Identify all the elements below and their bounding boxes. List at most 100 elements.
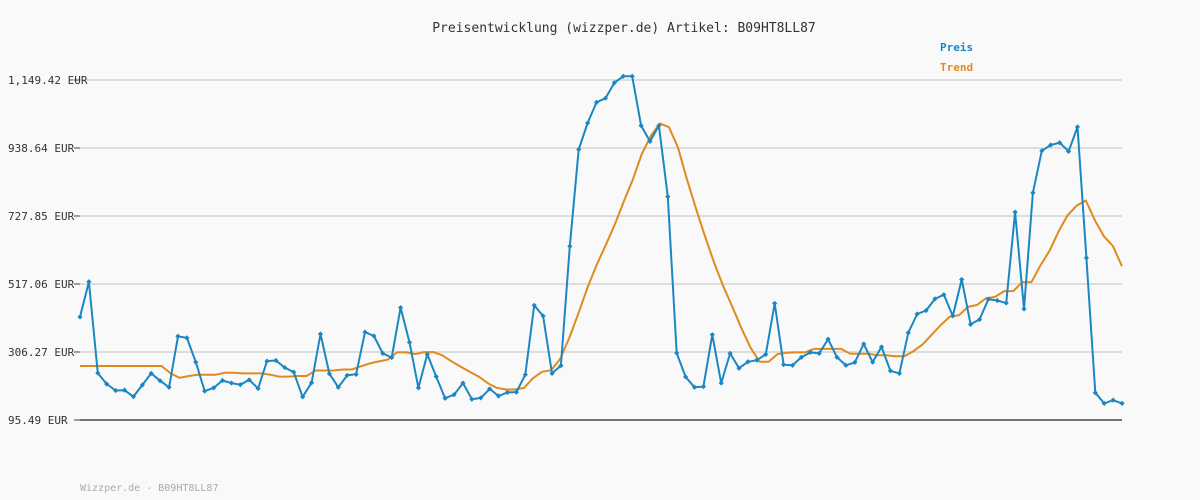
series-preis-point: [950, 313, 956, 319]
series-preis-point: [184, 335, 190, 341]
series-preis-point: [887, 368, 894, 374]
series-preis-point: [469, 396, 475, 402]
series-preis-point: [718, 380, 724, 386]
series-preis-point: [1092, 390, 1098, 396]
series-preis-point: [976, 316, 983, 323]
series-preis-point: [282, 364, 288, 371]
series-preis-point: [638, 123, 644, 129]
series-preis-point: [576, 146, 582, 153]
series-preis-point: [442, 395, 448, 401]
series-preis-point: [255, 385, 261, 392]
series-preis-point: [415, 385, 422, 391]
series-preis-point: [959, 276, 965, 283]
series-preis-point: [905, 330, 911, 336]
series-preis-point: [478, 395, 484, 401]
series-preis-point: [807, 349, 813, 356]
series-preis-point: [210, 385, 217, 391]
series-preis-point: [317, 331, 324, 337]
series-preis-point: [745, 359, 751, 365]
series-preis-point: [985, 296, 992, 302]
series-preis-point: [148, 370, 154, 376]
series-preis-point: [344, 372, 350, 378]
series-preis-point: [941, 292, 947, 298]
series-preis-line: [79, 75, 1123, 405]
series-preis-point: [175, 333, 181, 339]
series-preis-point: [495, 393, 502, 399]
y-grid: [80, 79, 1122, 353]
series-preis-point: [121, 387, 128, 393]
series-preis-point: [602, 95, 609, 101]
legend-entry-trend: Trend: [940, 61, 973, 74]
series-preis-point: [1048, 142, 1054, 148]
y-tick-label: 517.06 EUR: [8, 278, 75, 291]
series-preis-point: [620, 73, 626, 79]
series-preis-point: [228, 380, 235, 386]
series-preis-point: [291, 369, 297, 375]
series-preis-point: [1110, 397, 1116, 403]
series-preis-point: [1057, 140, 1063, 146]
series-preis-point: [665, 193, 671, 200]
series-preis-point: [923, 307, 929, 314]
series-preis-point: [878, 344, 885, 350]
series-preis-point: [647, 138, 653, 145]
series-preis-point: [389, 354, 395, 361]
series-preis-point: [353, 371, 359, 377]
series-preis-point: [460, 380, 466, 386]
series-preis-point: [130, 394, 137, 400]
series-preis-point: [896, 370, 902, 376]
series-preis-point: [300, 394, 306, 400]
series-preis-point: [246, 377, 252, 383]
series-preis-point: [1119, 400, 1125, 406]
series-preis-point: [727, 350, 733, 356]
series-preis-point: [1101, 400, 1107, 406]
series-preis-point: [861, 341, 867, 347]
series-preis-point: [629, 73, 635, 79]
series-preis-point: [1065, 148, 1072, 155]
footer-caption: Wizzper.de - B09HT8LL87: [80, 483, 218, 494]
chart-title: Preisentwicklung (wizzper.de) Artikel: B…: [432, 21, 816, 36]
series-preis-point: [522, 372, 528, 378]
series-preis-point: [780, 362, 787, 368]
series-preis-point: [798, 354, 804, 360]
series-preis-point: [424, 351, 430, 357]
series-preis-point: [754, 357, 760, 363]
series-preis-point: [95, 370, 101, 376]
series-preis-point: [932, 296, 938, 302]
series-preis-point: [852, 359, 858, 366]
series-preis-point: [362, 329, 368, 335]
series-preis-point: [1030, 190, 1036, 196]
legend-entry-preis: Preis: [940, 41, 973, 54]
series-preis-point: [237, 382, 243, 388]
series-preis-point: [834, 354, 840, 360]
series-preis-point: [914, 311, 920, 317]
series-preis-point: [700, 384, 707, 390]
series-preis-point: [451, 392, 457, 398]
series-preis-point: [77, 314, 83, 320]
series-preis-point: [656, 123, 662, 129]
series-preis-point: [691, 384, 698, 390]
series-preis-point: [1003, 300, 1009, 306]
series-preis-point: [567, 243, 573, 249]
series-trend-line: [80, 122, 1123, 391]
series-preis-point: [487, 386, 493, 392]
series-preis-point: [593, 99, 600, 105]
series-preis-point: [398, 304, 404, 311]
series-preis-point: [558, 363, 564, 369]
series-preis-point: [611, 80, 617, 86]
series-preis-point: [406, 339, 413, 346]
series-preis-point: [772, 300, 778, 306]
series-preis-point: [1012, 209, 1018, 215]
series-preis-point: [371, 333, 377, 339]
series-preis-point: [219, 377, 226, 384]
series-preis-point: [789, 362, 796, 368]
series-preis-point: [104, 381, 110, 387]
y-tick-label: 727.85 EUR: [8, 210, 75, 223]
series-preis-point: [157, 378, 163, 384]
series-preis-point: [1083, 255, 1089, 261]
series-preis-point: [308, 380, 315, 386]
series-preis-point: [504, 389, 511, 396]
series-layer: [77, 73, 1125, 406]
series-preis-point: [86, 279, 92, 285]
series-preis-point: [1021, 306, 1027, 312]
